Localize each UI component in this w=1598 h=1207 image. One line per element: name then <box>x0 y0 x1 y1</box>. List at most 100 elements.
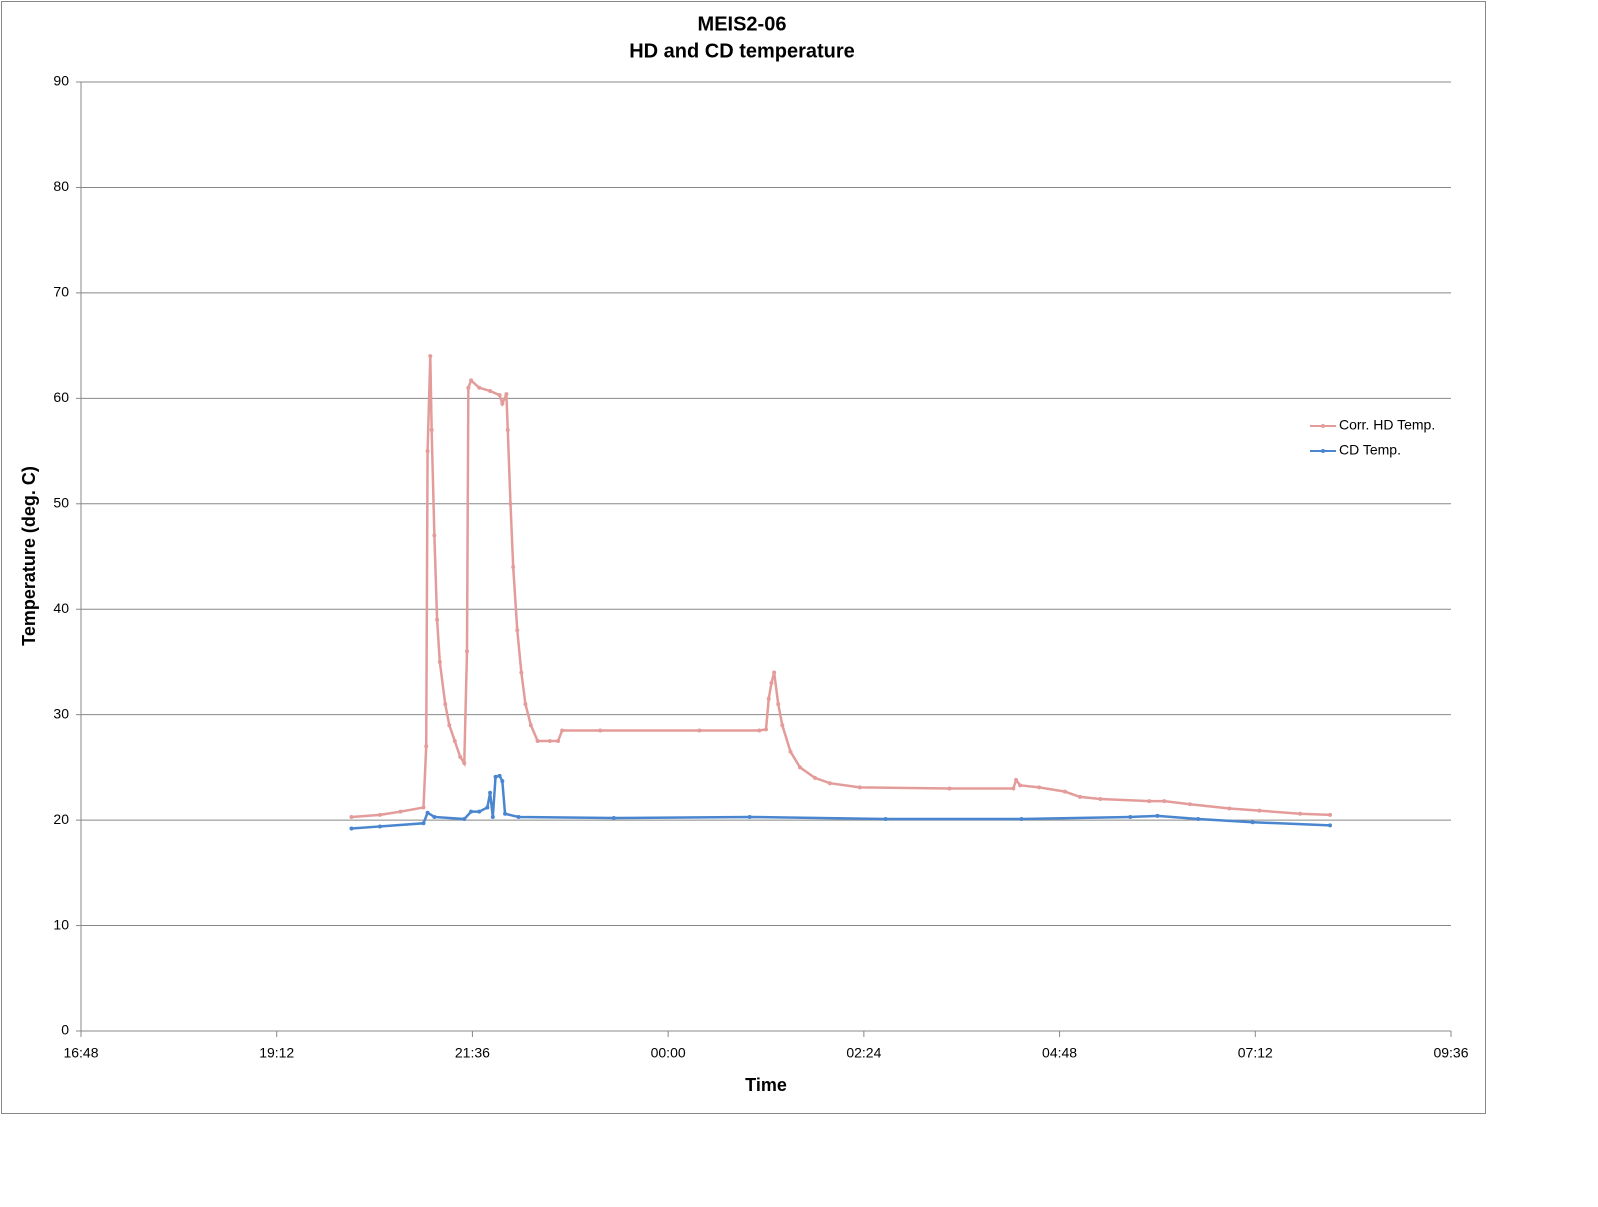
y-tick-label: 90 <box>53 73 69 89</box>
data-point <box>349 814 354 819</box>
data-point <box>1098 797 1103 802</box>
y-tick-label: 0 <box>61 1022 69 1038</box>
data-point <box>1037 785 1042 790</box>
data-point <box>883 817 888 822</box>
series-line <box>351 356 1331 819</box>
data-point <box>519 670 524 675</box>
data-point <box>1298 811 1303 816</box>
data-point <box>349 826 354 831</box>
data-point <box>477 385 482 390</box>
data-point <box>458 754 463 759</box>
data-point <box>503 811 508 816</box>
data-point <box>516 814 521 819</box>
y-tick-label: 80 <box>53 178 69 194</box>
data-point <box>443 702 448 707</box>
data-point <box>462 761 467 766</box>
legend-marker <box>1321 424 1325 428</box>
x-tick-label: 07:12 <box>1238 1045 1273 1061</box>
data-point <box>493 774 498 779</box>
data-point <box>556 739 561 744</box>
data-point <box>560 728 565 733</box>
data-point <box>772 670 777 675</box>
data-point <box>398 809 403 814</box>
data-point <box>1019 817 1024 822</box>
data-point <box>788 749 793 754</box>
data-point <box>511 565 516 570</box>
data-point <box>1328 812 1333 817</box>
data-point <box>500 779 505 784</box>
data-point <box>469 378 474 383</box>
data-point <box>464 649 469 654</box>
data-point <box>378 824 383 829</box>
data-point <box>1328 823 1333 828</box>
data-point <box>1014 778 1019 783</box>
data-point <box>797 765 802 770</box>
data-point <box>812 775 817 780</box>
data-point <box>1227 806 1232 811</box>
chart-title: MEIS2-06 <box>698 13 787 35</box>
data-point <box>764 727 768 732</box>
data-point <box>747 814 752 819</box>
data-point <box>488 790 493 795</box>
data-point <box>598 728 603 733</box>
legend-label: Corr. HD Temp. <box>1339 417 1435 433</box>
data-point <box>497 773 502 778</box>
data-point <box>428 354 433 359</box>
data-point <box>1162 799 1167 804</box>
data-point <box>611 816 616 821</box>
data-point <box>505 427 510 432</box>
data-point <box>435 617 440 622</box>
data-point <box>1250 820 1255 825</box>
data-point <box>776 702 781 707</box>
x-tick-label: 19:12 <box>259 1045 294 1061</box>
data-point <box>504 392 509 397</box>
data-point <box>769 681 774 686</box>
data-point <box>827 781 832 786</box>
data-point <box>947 786 952 791</box>
data-point <box>490 814 495 819</box>
data-point <box>378 812 383 817</box>
x-tick-label: 02:24 <box>846 1045 881 1061</box>
y-tick-label: 10 <box>53 916 69 932</box>
data-point <box>425 810 430 815</box>
data-point <box>477 809 482 814</box>
data-point <box>424 744 429 749</box>
chart-subtitle: HD and CD temperature <box>629 40 855 62</box>
data-point <box>1147 799 1152 804</box>
data-point <box>1063 789 1068 794</box>
y-axis-label: Temperature (deg. C) <box>19 466 39 646</box>
data-point <box>857 785 862 790</box>
data-point <box>1077 794 1082 799</box>
data-point <box>432 814 437 819</box>
data-point <box>497 393 502 398</box>
data-point <box>1155 813 1160 818</box>
data-point <box>425 449 430 454</box>
data-point <box>757 728 762 733</box>
y-tick-label: 60 <box>53 389 69 405</box>
data-point <box>547 739 552 744</box>
data-point <box>1257 808 1262 813</box>
data-point <box>766 696 771 701</box>
chart-border <box>1 1 1486 1114</box>
data-point <box>1011 786 1016 791</box>
data-point <box>421 821 426 826</box>
data-point <box>437 659 442 664</box>
data-point <box>485 805 490 810</box>
data-point <box>429 427 434 432</box>
x-tick-label: 09:36 <box>1433 1045 1468 1061</box>
data-point <box>500 401 505 406</box>
data-point <box>466 385 471 390</box>
data-point <box>1196 817 1201 822</box>
data-point <box>1188 802 1193 807</box>
x-tick-label: 00:00 <box>651 1045 686 1061</box>
x-tick-label: 04:48 <box>1042 1045 1077 1061</box>
x-tick-label: 16:48 <box>63 1045 98 1061</box>
data-point <box>508 501 513 506</box>
y-tick-label: 70 <box>53 284 69 300</box>
data-point <box>528 723 533 728</box>
data-point <box>697 728 702 733</box>
data-point <box>780 723 785 728</box>
x-tick-label: 21:36 <box>455 1045 490 1061</box>
x-axis-label: Time <box>745 1075 787 1095</box>
data-point <box>462 817 467 822</box>
